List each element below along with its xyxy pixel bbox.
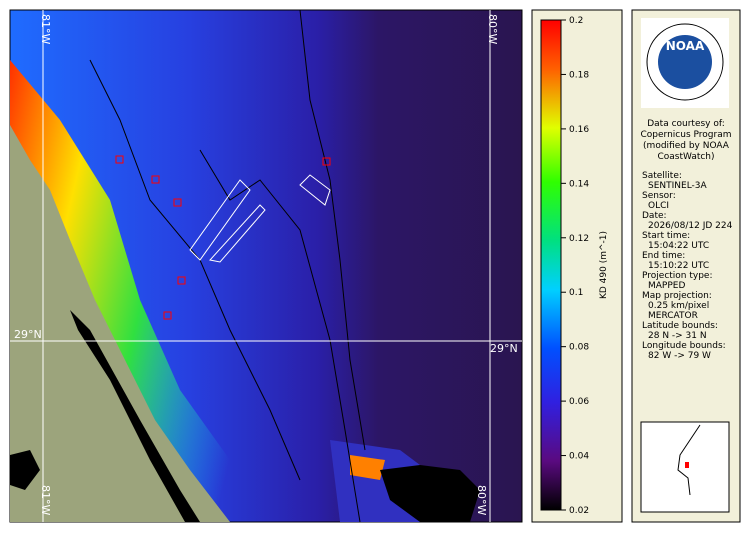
colorbar-label: KD 490 (m^-1) <box>599 231 609 299</box>
station <box>177 276 186 285</box>
colorbar-tick-label: 0.02 <box>569 506 589 516</box>
barrier-island <box>70 310 200 522</box>
credit-line: Copernicus Program <box>641 130 732 140</box>
credit-line: CoastWatch) <box>657 152 714 162</box>
field-value: 2026/08/12 JD 224 <box>648 221 733 231</box>
credit-line: (modified by NOAA <box>643 141 730 151</box>
field-label: Longitude bounds: <box>642 341 726 351</box>
info-text: Data courtesy of:Copernicus Program(modi… <box>641 119 733 361</box>
colorbar-tick-label: 0.08 <box>569 343 589 353</box>
land <box>10 125 230 522</box>
field-label: Start time: <box>642 231 690 241</box>
field-label: Sensor: <box>642 191 676 201</box>
colorbar-tick-label: 0.18 <box>569 70 589 80</box>
colorbar-tick-label: 0.04 <box>569 452 589 462</box>
lat-label: 29°N <box>14 328 42 341</box>
field-label: Map projection: <box>642 291 712 301</box>
land-dark <box>380 465 480 522</box>
field-value: MERCATOR <box>648 311 698 321</box>
bathymetry-contour <box>299 9 366 451</box>
shoal-outline <box>189 174 331 263</box>
station <box>173 198 182 207</box>
bathymetry-contour <box>199 149 361 523</box>
station <box>322 157 331 166</box>
colorbar-ticks: 0.02 0.04 0.06 0.08 0.1 0.12 0.14 0.16 0.18 0.2 <box>561 16 589 516</box>
colorbar <box>540 19 562 511</box>
field-value: OLCI <box>648 201 669 211</box>
field-value: 82 W -> 79 W <box>648 351 711 361</box>
colorbar-tick-label: 0.12 <box>569 234 589 244</box>
field-label: Latitude bounds: <box>642 321 718 331</box>
colorbar-tick-label: 0.14 <box>569 179 589 189</box>
colorbar-tick-label: 0.2 <box>569 16 583 26</box>
field-value: 28 N -> 31 N <box>648 331 707 341</box>
locator-box <box>685 462 689 468</box>
colorbar-tick-label: 0.1 <box>569 288 583 298</box>
colorbar-tick-label: 0.16 <box>569 125 589 135</box>
station <box>163 311 172 320</box>
field-value: 0.25 km/pixel <box>648 301 709 311</box>
lon-label: 81°W <box>39 485 52 515</box>
island <box>10 450 40 490</box>
field-label: Date: <box>642 211 667 221</box>
locator-coast <box>677 424 701 496</box>
lat-label: 29°N <box>490 342 518 355</box>
logo <box>658 35 712 89</box>
credit-line: Data courtesy of: <box>647 119 725 129</box>
station <box>115 155 124 164</box>
station <box>151 175 160 184</box>
field-value: 15:04:22 UTC <box>648 241 709 251</box>
lon-label: 81°W <box>39 14 52 44</box>
field-label: End time: <box>642 251 685 261</box>
field-label: Projection type: <box>642 271 713 281</box>
colorbar-tick-label: 0.06 <box>569 397 589 407</box>
logo-text: NOAA <box>666 39 705 53</box>
field-label: Satellite: <box>642 171 682 181</box>
field-value: SENTINEL-3A <box>648 181 708 191</box>
lon-label: 80°W <box>475 485 488 515</box>
field-value: MAPPED <box>648 281 685 291</box>
field-value: 15:10:22 UTC <box>648 261 709 271</box>
inlet-water <box>350 455 385 480</box>
lon-label: 80°W <box>486 14 499 44</box>
